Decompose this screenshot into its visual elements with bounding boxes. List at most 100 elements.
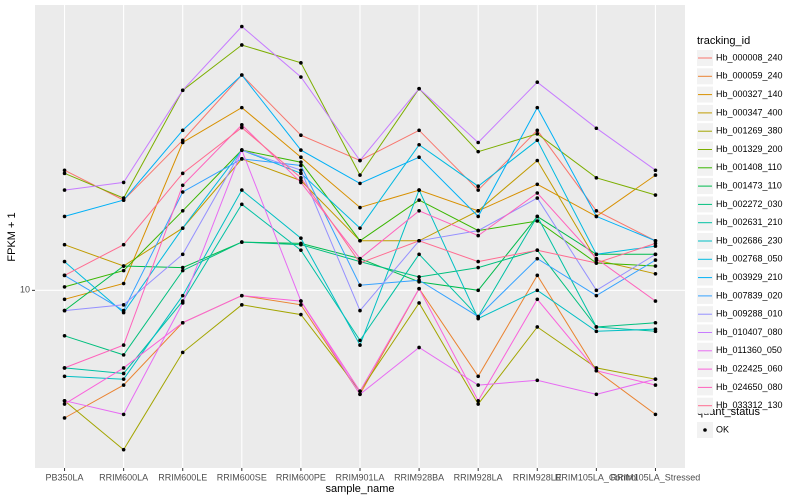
data-point xyxy=(476,383,480,387)
data-point xyxy=(653,241,658,246)
data-point xyxy=(121,383,126,387)
data-point xyxy=(417,128,421,133)
data-point xyxy=(594,209,599,213)
data-point xyxy=(653,412,658,417)
data-point xyxy=(653,173,658,177)
data-point xyxy=(62,168,67,173)
data-point xyxy=(62,285,67,289)
data-point xyxy=(299,168,303,173)
data-point xyxy=(240,240,244,244)
data-point xyxy=(121,353,126,357)
data-point xyxy=(299,242,303,247)
data-point xyxy=(240,123,244,127)
data-point xyxy=(594,368,599,373)
data-point xyxy=(121,412,126,417)
data-point xyxy=(535,196,540,200)
data-point xyxy=(121,242,126,247)
data-point xyxy=(476,374,480,379)
legend-label: Hb_010407_080 xyxy=(716,327,783,337)
data-point xyxy=(299,303,303,307)
data-point xyxy=(594,325,599,329)
data-point xyxy=(240,125,244,130)
data-point xyxy=(358,205,362,210)
data-point xyxy=(535,191,540,195)
data-point xyxy=(653,238,658,243)
data-point xyxy=(121,308,126,313)
data-point xyxy=(417,209,421,213)
legend-label: Hb_011360_050 xyxy=(716,345,782,355)
data-point xyxy=(180,320,185,325)
data-point xyxy=(417,198,421,202)
data-point xyxy=(62,214,67,219)
data-point xyxy=(62,273,67,278)
data-point xyxy=(240,73,244,77)
data-point xyxy=(535,182,540,187)
legend-label: Hb_002686_230 xyxy=(716,235,783,245)
data-point xyxy=(535,248,540,252)
data-point xyxy=(358,392,362,397)
legend-label: Hb_001269_380 xyxy=(716,126,783,136)
data-point xyxy=(535,256,540,261)
data-point xyxy=(476,259,480,264)
data-point xyxy=(62,374,67,379)
data-point xyxy=(358,338,362,343)
data-point xyxy=(535,378,540,383)
legend-label: Hb_000059_240 xyxy=(716,71,783,81)
data-point xyxy=(240,202,244,207)
data-point xyxy=(180,183,185,188)
legend-label: Hb_000327_140 xyxy=(716,89,783,99)
data-point xyxy=(417,252,421,257)
data-point xyxy=(358,173,362,177)
legend-label: Hb_002768_050 xyxy=(716,254,783,264)
data-point xyxy=(180,293,185,298)
data-point xyxy=(358,238,362,243)
data-point xyxy=(62,259,67,264)
data-point xyxy=(417,286,421,291)
x-tick-label: RRIM600LE xyxy=(158,472,207,482)
data-point xyxy=(535,105,540,110)
data-point xyxy=(535,273,540,278)
data-point xyxy=(180,209,185,213)
data-point xyxy=(299,180,303,185)
data-point xyxy=(358,283,362,288)
data-point xyxy=(299,61,303,65)
legend-label: OK xyxy=(716,424,729,434)
legend-swatch xyxy=(703,428,707,432)
legend-label: Hb_002272_030 xyxy=(716,199,783,209)
x-tick-label: RRIM901LA xyxy=(335,472,384,482)
legend-label: Hb_007839_020 xyxy=(716,290,783,300)
x-tick-label: RRIM928BA xyxy=(394,472,444,482)
data-point xyxy=(62,242,67,247)
data-point xyxy=(535,219,540,223)
data-point xyxy=(476,398,480,403)
data-point xyxy=(476,184,480,189)
data-point xyxy=(535,138,540,143)
data-point xyxy=(62,366,67,370)
data-point xyxy=(653,299,658,303)
y-tick-label: 10 xyxy=(20,285,30,295)
data-point xyxy=(240,188,244,192)
data-point xyxy=(594,329,599,334)
x-tick-label: RRIM928LA xyxy=(454,472,503,482)
data-point xyxy=(299,171,303,176)
data-point xyxy=(299,312,303,317)
data-point xyxy=(180,171,185,176)
data-point xyxy=(476,209,480,213)
data-point xyxy=(180,88,185,93)
data-point xyxy=(653,271,658,276)
data-point xyxy=(62,416,67,420)
legend-label: Hb_022425_060 xyxy=(716,363,783,373)
data-point xyxy=(62,333,67,338)
data-point xyxy=(358,308,362,313)
data-point xyxy=(121,447,126,452)
x-tick-label: RRIM105LA_Control xyxy=(555,472,638,482)
data-point xyxy=(62,171,67,176)
data-point xyxy=(653,193,658,197)
legend-title: tracking_id xyxy=(697,35,750,47)
x-tick-label: RRIM600PE xyxy=(276,472,326,482)
data-point xyxy=(299,75,303,79)
legend-label: Hb_033312_130 xyxy=(716,400,783,410)
data-point xyxy=(121,198,126,202)
data-point xyxy=(476,149,480,154)
data-point xyxy=(240,43,244,47)
